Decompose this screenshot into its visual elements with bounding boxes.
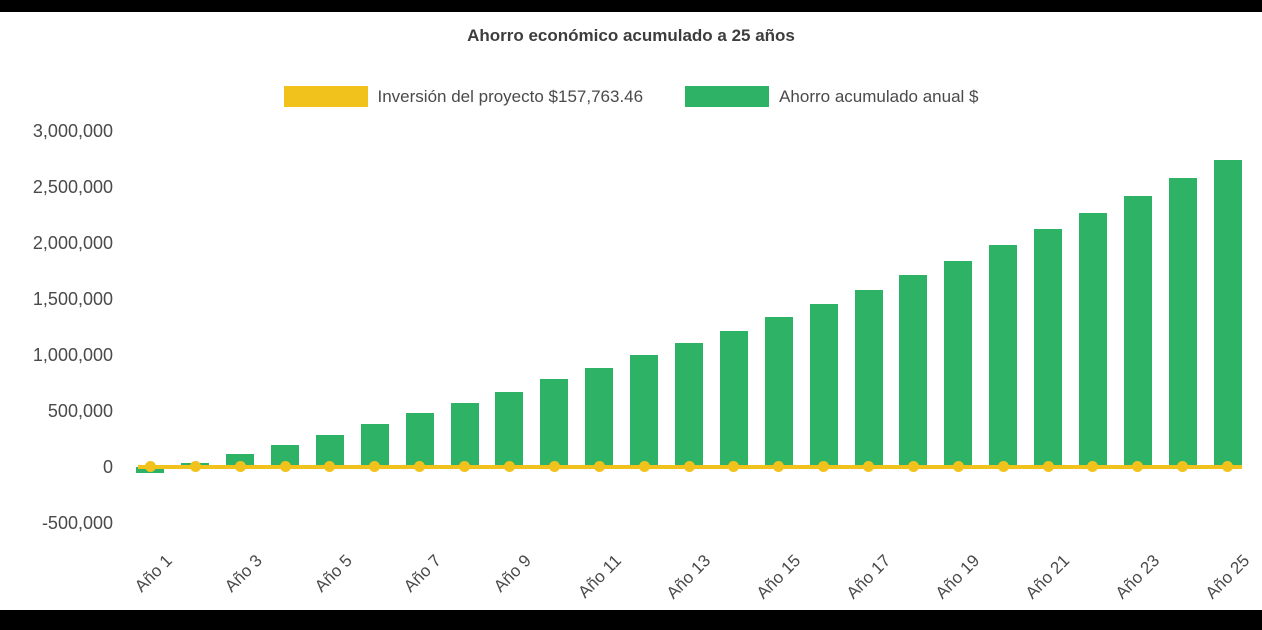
y-tick-label: 3,000,000 [32, 121, 113, 141]
line-point-año-16 [818, 461, 830, 473]
bar-año-25 [1213, 159, 1242, 467]
legend-swatch [283, 86, 368, 107]
y-tick-label: 2,000,000 [32, 232, 113, 253]
x-tick-label: Año 1 [131, 551, 176, 596]
line-point-año-9 [503, 461, 515, 473]
bar-año-7 [405, 412, 434, 467]
bar-año-19 [944, 260, 973, 467]
x-tick-label: Año 3 [220, 551, 266, 596]
line-point-año-11 [593, 461, 605, 473]
line-point-año-21 [1042, 461, 1054, 473]
bar-año-14 [719, 330, 748, 467]
x-tick-label: Año 15 [752, 551, 805, 603]
x-tick-label: Año 5 [310, 551, 356, 596]
line-point-año-2 [189, 461, 201, 473]
bar-año-3 [226, 454, 255, 467]
line-point-año-12 [638, 461, 650, 473]
bar-año-22 [1078, 212, 1107, 467]
x-tick-label: Año 23 [1111, 551, 1164, 603]
line-point-año-19 [952, 461, 964, 473]
bar-año-23 [1123, 195, 1152, 467]
line-point-año-6 [369, 461, 381, 473]
line-point-año-24 [1177, 461, 1189, 473]
line-point-año-13 [683, 461, 695, 473]
bar-año-4 [271, 444, 300, 467]
x-tick-label: Año 19 [932, 551, 984, 603]
chart-legend: Inversión del proyecto $157,763.46 Ahorro… [0, 86, 1262, 107]
legend-swatch [685, 86, 770, 107]
chart-figure: Ahorro económico acumulado a 25 años Inv… [0, 12, 1262, 610]
bar-año-10 [540, 379, 569, 467]
legend-label: Inversión del proyecto $157,763.46 [377, 86, 644, 106]
x-tick-label: Año 13 [662, 551, 715, 603]
x-tick-label: Año 7 [400, 551, 446, 596]
line-point-año-8 [459, 461, 471, 473]
bar-año-16 [809, 303, 838, 467]
line-point-año-3 [234, 461, 246, 473]
line-point-año-5 [324, 461, 336, 473]
x-tick-label: Año 9 [490, 551, 535, 596]
bar-año-12 [630, 355, 659, 467]
bar-año-13 [675, 343, 703, 467]
line-point-año-7 [414, 461, 426, 473]
y-tick-label: 500,000 [47, 400, 113, 421]
chart-title: Ahorro económico acumulado a 25 años [467, 26, 795, 45]
bar-año-18 [899, 275, 928, 467]
bar-año-11 [585, 367, 614, 467]
y-tick-label: 1,500,000 [32, 288, 113, 309]
y-tick-label: -500,000 [41, 512, 113, 533]
line-point-año-15 [773, 461, 785, 473]
y-tick-label: 2,500,000 [32, 176, 113, 197]
bar-año-20 [989, 245, 1018, 467]
y-tick-label: 0 [102, 456, 113, 477]
x-tick-label: Año 11 [574, 551, 625, 602]
line-point-año-4 [279, 461, 291, 473]
bar-año-9 [495, 391, 524, 467]
plot-area [128, 131, 1250, 545]
line-point-año-18 [907, 461, 919, 473]
bar-año-24 [1168, 177, 1197, 467]
legend-label: Ahorro acumulado anual $ [779, 86, 979, 106]
x-tick-label: Año 21 [1021, 551, 1074, 603]
legend-item[interactable]: Ahorro acumulado anual $ [685, 86, 979, 107]
bar-año-8 [450, 403, 479, 467]
y-tick-label: 1,000,000 [32, 344, 113, 365]
x-tick-label: Año 17 [842, 551, 894, 603]
bar-año-15 [764, 317, 793, 467]
line-point-año-23 [1132, 461, 1144, 473]
bar-año-6 [360, 424, 389, 467]
line-point-año-20 [997, 461, 1009, 473]
line-point-año-1 [144, 461, 156, 473]
legend-item[interactable]: Inversión del proyecto $157,763.46 [283, 86, 644, 107]
line-point-año-22 [1087, 461, 1099, 473]
line-point-año-14 [728, 461, 740, 473]
bar-año-17 [854, 289, 883, 467]
line-point-año-25 [1222, 461, 1234, 473]
bar-año-21 [1034, 229, 1063, 467]
line-point-año-10 [548, 461, 560, 473]
x-tick-label: Año 25 [1201, 551, 1253, 603]
line-point-año-17 [863, 461, 875, 473]
